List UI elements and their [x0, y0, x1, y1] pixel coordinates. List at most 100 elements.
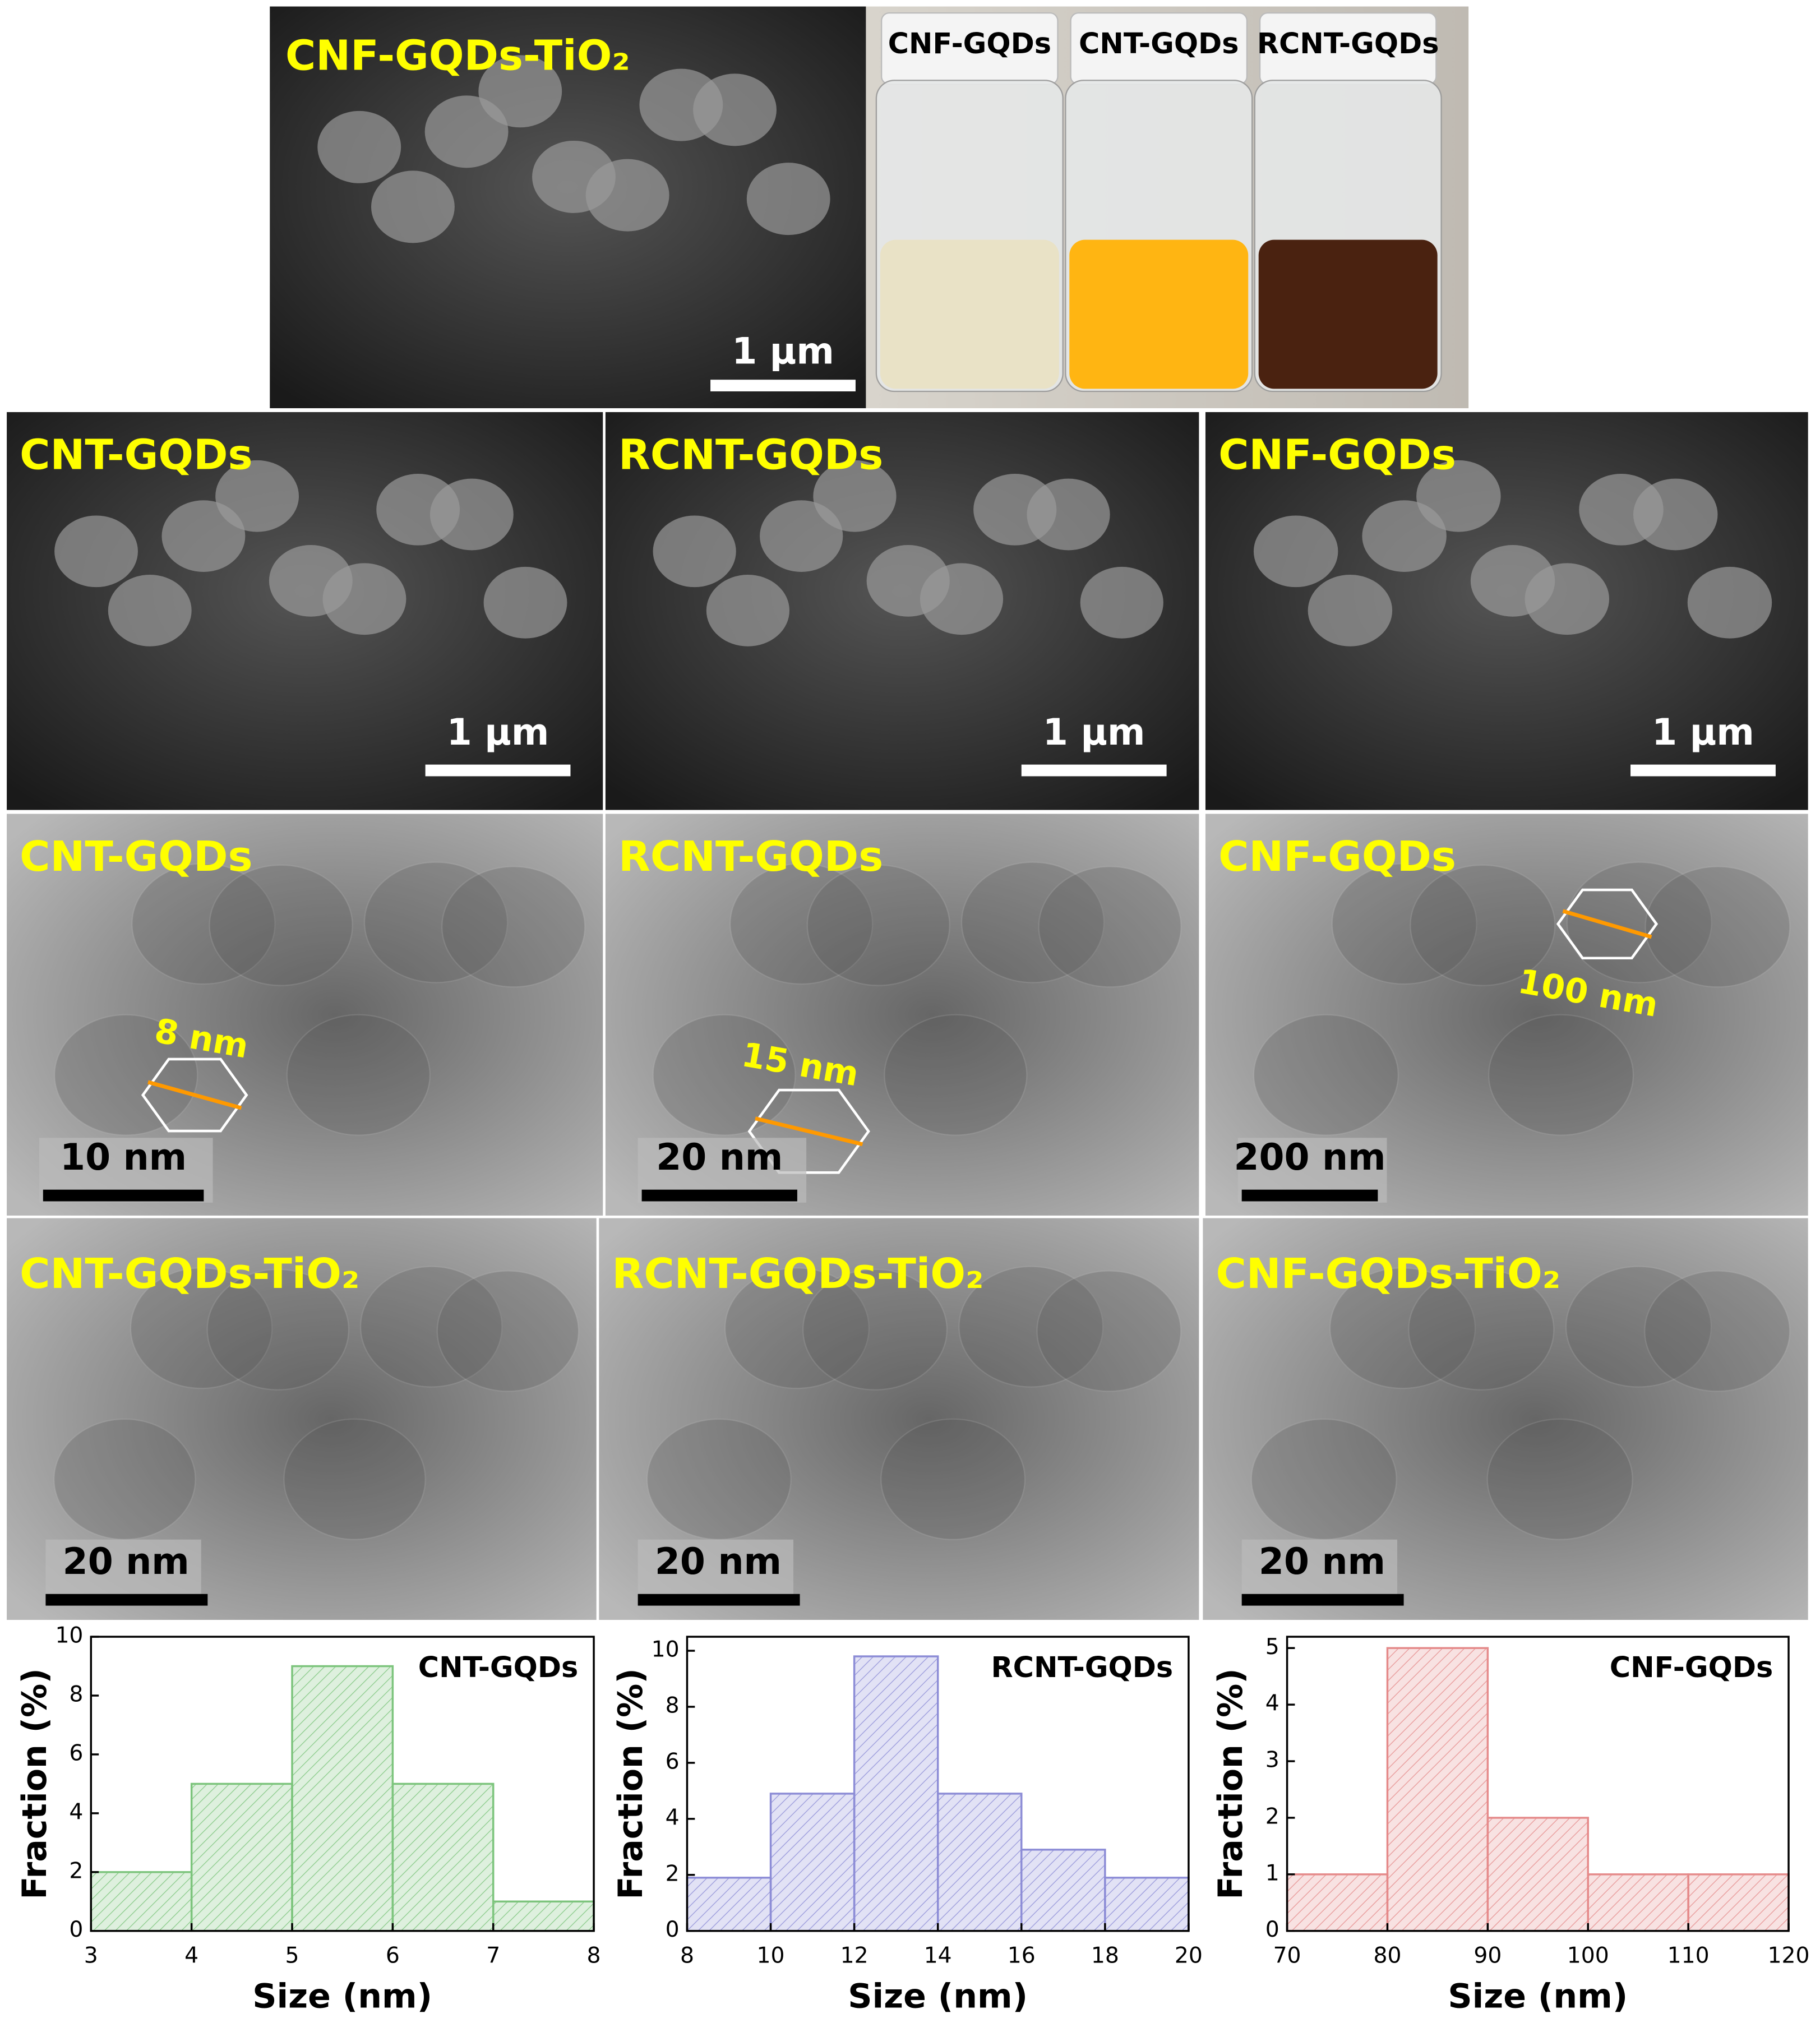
particle-outline: [747, 1088, 870, 1174]
particle: [746, 163, 830, 235]
particle: [884, 1014, 1028, 1136]
y-tick-label: 10: [652, 1637, 680, 1662]
histogram-bar: [1104, 1877, 1190, 1932]
vial-label: CNT-GQDs: [1079, 27, 1239, 60]
y-tick-label: 8: [69, 1682, 83, 1707]
histogram-bar: [1687, 1873, 1790, 1932]
x-tick-label: 7: [486, 1943, 500, 1968]
vial-liquid: [1069, 239, 1249, 389]
panel-label: CNF-GQDs: [1218, 431, 1456, 479]
scale-bar-label: 200 nm: [1234, 1137, 1385, 1179]
plot-frame: [90, 1636, 595, 1932]
y-tick-label: 5: [1265, 1634, 1279, 1660]
scale-bg: [1241, 1539, 1398, 1605]
particle: [108, 574, 192, 646]
particle: [1565, 1266, 1712, 1388]
y-tick-label: 2: [1265, 1804, 1279, 1829]
y-tick-label: 8: [666, 1693, 680, 1718]
panel-label: CNF-GQDs-TiO₂: [1216, 1250, 1560, 1298]
size-line: [755, 1116, 863, 1147]
particle: [359, 1266, 503, 1388]
particle: [371, 170, 455, 243]
scale-bar: [43, 1189, 204, 1202]
histogram-bar: [1286, 1873, 1389, 1932]
panel-label: RCNT-GQDs: [618, 431, 883, 479]
particle-outline: [1556, 888, 1659, 960]
particle: [54, 515, 138, 588]
particle: [1329, 1267, 1476, 1389]
scale-bg: [638, 1539, 793, 1605]
particle: [960, 861, 1105, 983]
histogram-bar: [391, 1782, 495, 1932]
chart-title: CNF-GQDs: [1610, 1651, 1773, 1684]
particle: [724, 1267, 870, 1389]
x-tick-label: 120: [1768, 1943, 1810, 1968]
particle: [209, 864, 353, 986]
particle: [215, 460, 299, 532]
x-tick-label: 14: [924, 1943, 952, 1968]
particle: [806, 864, 950, 986]
plot-frame: [1286, 1636, 1790, 1932]
panel-label: CNF-GQDs: [1218, 833, 1456, 881]
particle: [53, 1418, 196, 1540]
y-axis-label: Fraction (%): [15, 1668, 54, 1899]
particle: [283, 1418, 426, 1540]
particle: [322, 563, 407, 635]
particle: [1525, 563, 1610, 635]
particle: [1408, 1268, 1555, 1391]
particle: [1645, 866, 1791, 988]
y-tick-label: 6: [69, 1740, 83, 1766]
histogram-bar: [769, 1793, 856, 1932]
y-tick-label: 2: [666, 1861, 680, 1886]
y-tick-label: 4: [69, 1799, 83, 1825]
histogram-bar: [291, 1665, 394, 1932]
x-axis-label: Size (nm): [252, 1977, 432, 2016]
histogram-bar: [1587, 1873, 1689, 1932]
vial-label: CNF-GQDs: [888, 27, 1051, 60]
particle: [130, 1267, 273, 1389]
particle: [653, 515, 736, 588]
x-tick-label: 80: [1373, 1943, 1401, 1968]
x-tick-label: 3: [84, 1943, 98, 1968]
x-tick-label: 110: [1667, 1943, 1710, 1968]
panel-label: CNT-GQDs: [20, 431, 252, 479]
histogram-bar: [90, 1871, 193, 1932]
size-line: [147, 1080, 242, 1110]
particle-outline: [141, 1057, 248, 1133]
particle: [646, 1418, 792, 1540]
particle: [286, 1014, 431, 1136]
particle: [1488, 1014, 1634, 1136]
panel-label: RCNT-GQDs: [618, 833, 883, 881]
scale-bar-label: 20 nm: [1259, 1541, 1385, 1583]
panel-label: CNT-GQDs: [20, 833, 252, 881]
panel-label: CNF-GQDs-TiO₂: [285, 32, 630, 80]
particle: [131, 862, 276, 985]
x-axis-label: Size (nm): [1448, 1977, 1628, 2016]
particle: [1308, 574, 1393, 646]
y-tick-label: 0: [69, 1917, 83, 1942]
histogram-bar: [936, 1793, 1023, 1932]
histogram-bar: [492, 1900, 595, 1932]
particle: [478, 55, 562, 128]
histogram-bar: [190, 1782, 293, 1932]
y-tick-label: 2: [69, 1858, 83, 1883]
x-tick-label: 8: [587, 1943, 601, 1968]
scale-bar: [638, 1594, 800, 1606]
particle: [206, 1268, 350, 1391]
particle: [958, 1266, 1104, 1388]
histogram-bar: [1486, 1817, 1589, 1932]
panel-label: RCNT-GQDs-TiO₂: [612, 1250, 983, 1298]
x-tick-label: 20: [1175, 1943, 1203, 1968]
vial-liquid: [1258, 239, 1438, 389]
particle: [1416, 460, 1501, 532]
particle: [317, 110, 401, 183]
scale-bar: [1241, 1189, 1378, 1202]
scale-bar: [710, 380, 856, 391]
x-tick-label: 12: [840, 1943, 869, 1968]
scale-bar: [1241, 1594, 1404, 1606]
scale-bar: [1021, 764, 1167, 777]
histogram-bar: [686, 1877, 772, 1932]
particle: [802, 1268, 948, 1391]
x-tick-label: 4: [184, 1943, 198, 1968]
x-tick-label: 18: [1091, 1943, 1119, 1968]
